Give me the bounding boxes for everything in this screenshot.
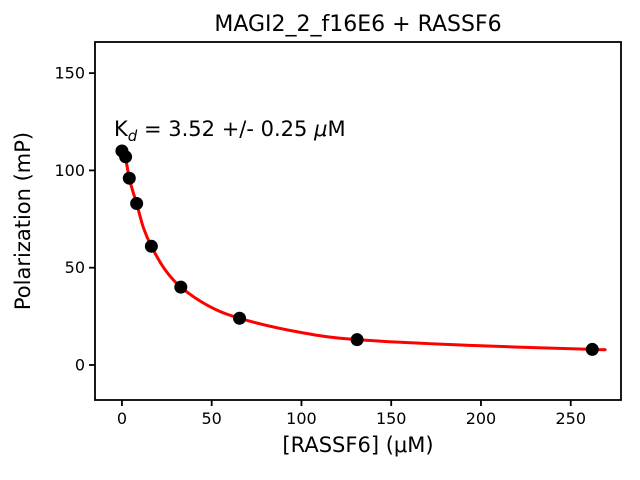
x-tick-label: 150 <box>376 409 407 428</box>
kd-annotation-part: M <box>327 117 345 141</box>
x-tick-label: 100 <box>286 409 317 428</box>
kd-annotation-part: K <box>114 117 129 141</box>
kd-annotation-part: = 3.52 +/- 0.25 <box>137 117 314 141</box>
x-axis-ticks: 0 50 100 150 200 250 <box>117 400 586 428</box>
data-point <box>122 171 136 185</box>
data-point <box>350 333 364 347</box>
data-point <box>585 342 599 356</box>
x-axis-label: [RASSF6] (μM) <box>282 433 433 457</box>
fit-curve <box>120 149 607 352</box>
y-tick-label: 150 <box>54 64 85 83</box>
data-point <box>144 239 158 253</box>
x-tick-label: 0 <box>117 409 127 428</box>
kd-annotation: Kd = 3.52 +/- 0.25 μM <box>114 117 346 145</box>
data-point <box>233 311 247 325</box>
x-tick-label: 50 <box>202 409 222 428</box>
y-axis-ticks: 0 50 100 150 <box>54 64 95 374</box>
y-tick-label: 50 <box>65 258 85 277</box>
data-point <box>130 196 144 210</box>
data-point <box>119 150 133 164</box>
x-tick-label: 200 <box>466 409 497 428</box>
y-tick-label: 0 <box>75 355 85 374</box>
y-axis-label: Polarization (mP) <box>11 132 35 310</box>
data-points <box>115 144 599 356</box>
x-tick-label: 250 <box>555 409 586 428</box>
y-tick-label: 100 <box>54 161 85 180</box>
kd-annotation-part: d <box>128 127 138 145</box>
kd-annotation-part: μ <box>313 117 327 141</box>
data-point <box>174 280 188 294</box>
plot-frame <box>94 41 622 401</box>
chart-title: MAGI2_2_f16E6 + RASSF6 <box>214 12 501 37</box>
axes-spines <box>94 41 622 401</box>
